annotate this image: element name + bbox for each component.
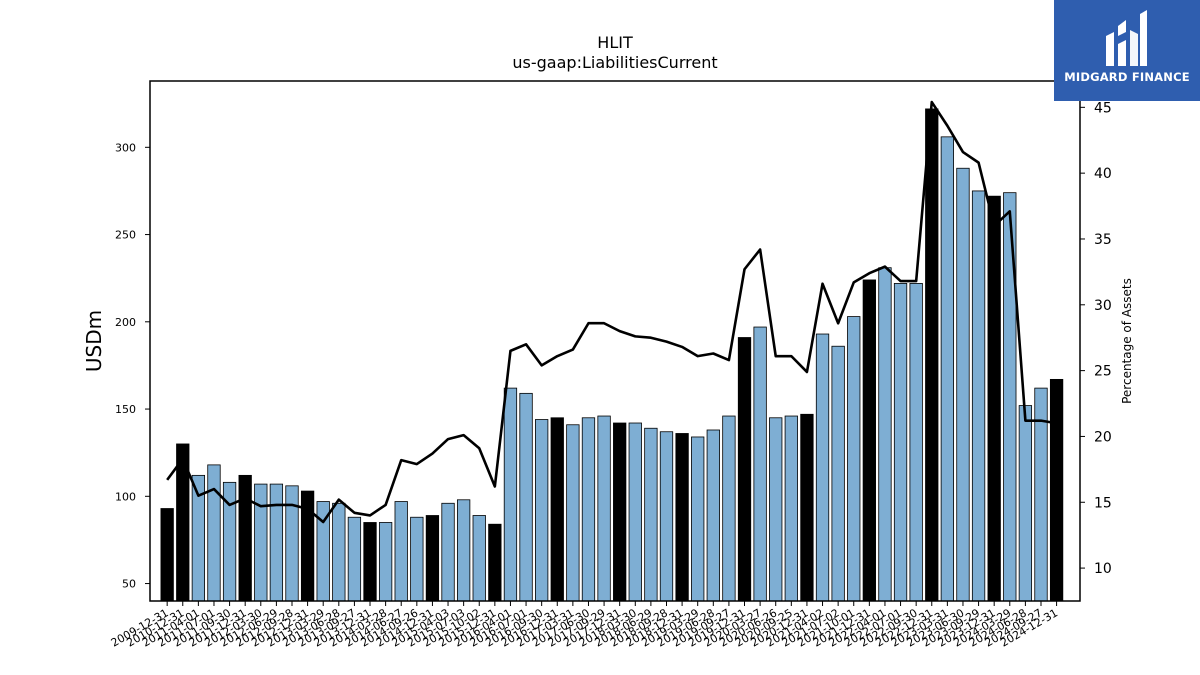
y2-tick-label: 10 xyxy=(1094,561,1112,577)
bar-2017-06-30 xyxy=(581,417,596,602)
bar-2014-06-27 xyxy=(394,501,408,602)
bar-2013-09-27 xyxy=(347,516,362,602)
bar-2023-12-31 xyxy=(987,195,1001,602)
bar-2021-07-02 xyxy=(831,345,845,602)
bar-2011-12-31 xyxy=(238,474,252,602)
bar-2012-09-28 xyxy=(285,485,299,602)
bar-2024-12-31 xyxy=(1049,378,1064,602)
y2-tick-label: 45 xyxy=(1094,100,1112,116)
y-tick-label: 100 xyxy=(115,490,136,503)
bar-2017-09-29 xyxy=(597,415,611,602)
bar-2016-09-30 xyxy=(535,419,549,602)
bar-2020-03-27 xyxy=(753,326,767,602)
bar-2017-03-31 xyxy=(566,424,580,602)
y2-axis-label: Percentage of Assets xyxy=(1120,278,1134,404)
midgard-m-logo-icon xyxy=(1106,10,1147,66)
bar-2023-06-30 xyxy=(956,167,970,602)
chart-title: HLIT xyxy=(597,33,633,52)
y-tick-label: 200 xyxy=(115,316,136,329)
bar-2022-07-01 xyxy=(893,283,908,602)
bar-2022-09-30 xyxy=(909,283,923,602)
bar-2024-06-28 xyxy=(1018,405,1033,602)
pct-of-assets-line xyxy=(166,100,1057,524)
y2-tick-label: 20 xyxy=(1094,429,1112,445)
bar-2015-04-03 xyxy=(441,502,455,602)
midgard-finance-logo: MIDGARD FINANCE xyxy=(1054,0,1200,101)
bar-2021-04-02 xyxy=(815,333,830,602)
bar-2021-12-31 xyxy=(862,279,876,602)
bar-2022-04-01 xyxy=(878,267,892,602)
bar-2009-12-31 xyxy=(160,508,174,602)
bars-group xyxy=(160,108,1064,602)
bar-2021-10-01 xyxy=(847,316,861,602)
bar-2018-12-31 xyxy=(675,433,689,602)
bar-2018-09-28 xyxy=(659,431,674,602)
y-tick-label: 150 xyxy=(115,403,136,416)
bar-2018-03-30 xyxy=(628,422,642,602)
bar-2020-09-25 xyxy=(784,415,798,602)
plot-frame xyxy=(149,80,1081,602)
bar-2016-07-01 xyxy=(519,392,533,602)
bar-2020-12-31 xyxy=(800,413,814,602)
y-axis-label: USDm xyxy=(82,310,106,372)
bar-2013-06-28 xyxy=(332,502,346,602)
y-tick-label: 250 xyxy=(115,229,136,242)
bar-2011-07-01 xyxy=(207,464,221,602)
y-tick-label: 300 xyxy=(115,141,136,154)
bar-2013-12-31 xyxy=(363,522,377,602)
y2-tick-label: 35 xyxy=(1094,232,1112,248)
chart-subtitle: us-gaap:LiabilitiesCurrent xyxy=(512,53,717,72)
bar-2014-03-28 xyxy=(378,522,393,602)
bar-2015-10-02 xyxy=(472,515,486,602)
bar-2016-04-01 xyxy=(503,387,518,602)
y2-tick-label: 40 xyxy=(1094,166,1112,182)
bar-2014-09-26 xyxy=(410,516,424,602)
bar-2015-07-03 xyxy=(456,499,471,602)
bar-2020-06-26 xyxy=(769,417,783,602)
bar-2022-12-31 xyxy=(925,108,939,602)
bar-2014-12-31 xyxy=(425,515,440,602)
bar-2023-09-29 xyxy=(971,190,986,602)
bar-2015-12-31 xyxy=(488,523,502,602)
bar-2019-06-28 xyxy=(706,429,720,602)
bar-2019-12-31 xyxy=(737,337,752,602)
axes-group: 5010015020025030010152025303540452009-12… xyxy=(109,80,1112,650)
bar-2019-03-29 xyxy=(691,436,705,602)
bar-2012-03-30 xyxy=(254,483,268,602)
bar-2017-12-31 xyxy=(613,422,627,602)
y2-tick-label: 15 xyxy=(1094,495,1112,511)
bar-2018-06-29 xyxy=(644,427,658,602)
bar-2012-06-29 xyxy=(269,483,284,602)
y2-tick-label: 30 xyxy=(1094,298,1112,314)
brand-name: MIDGARD FINANCE xyxy=(1064,70,1190,84)
y-tick-label: 50 xyxy=(122,578,136,591)
bar-2016-12-31 xyxy=(550,417,564,602)
bar-2023-03-31 xyxy=(940,136,954,602)
y2-tick-label: 25 xyxy=(1094,364,1112,380)
bar-2019-09-27 xyxy=(722,415,736,602)
pct-line-group xyxy=(166,100,1057,524)
